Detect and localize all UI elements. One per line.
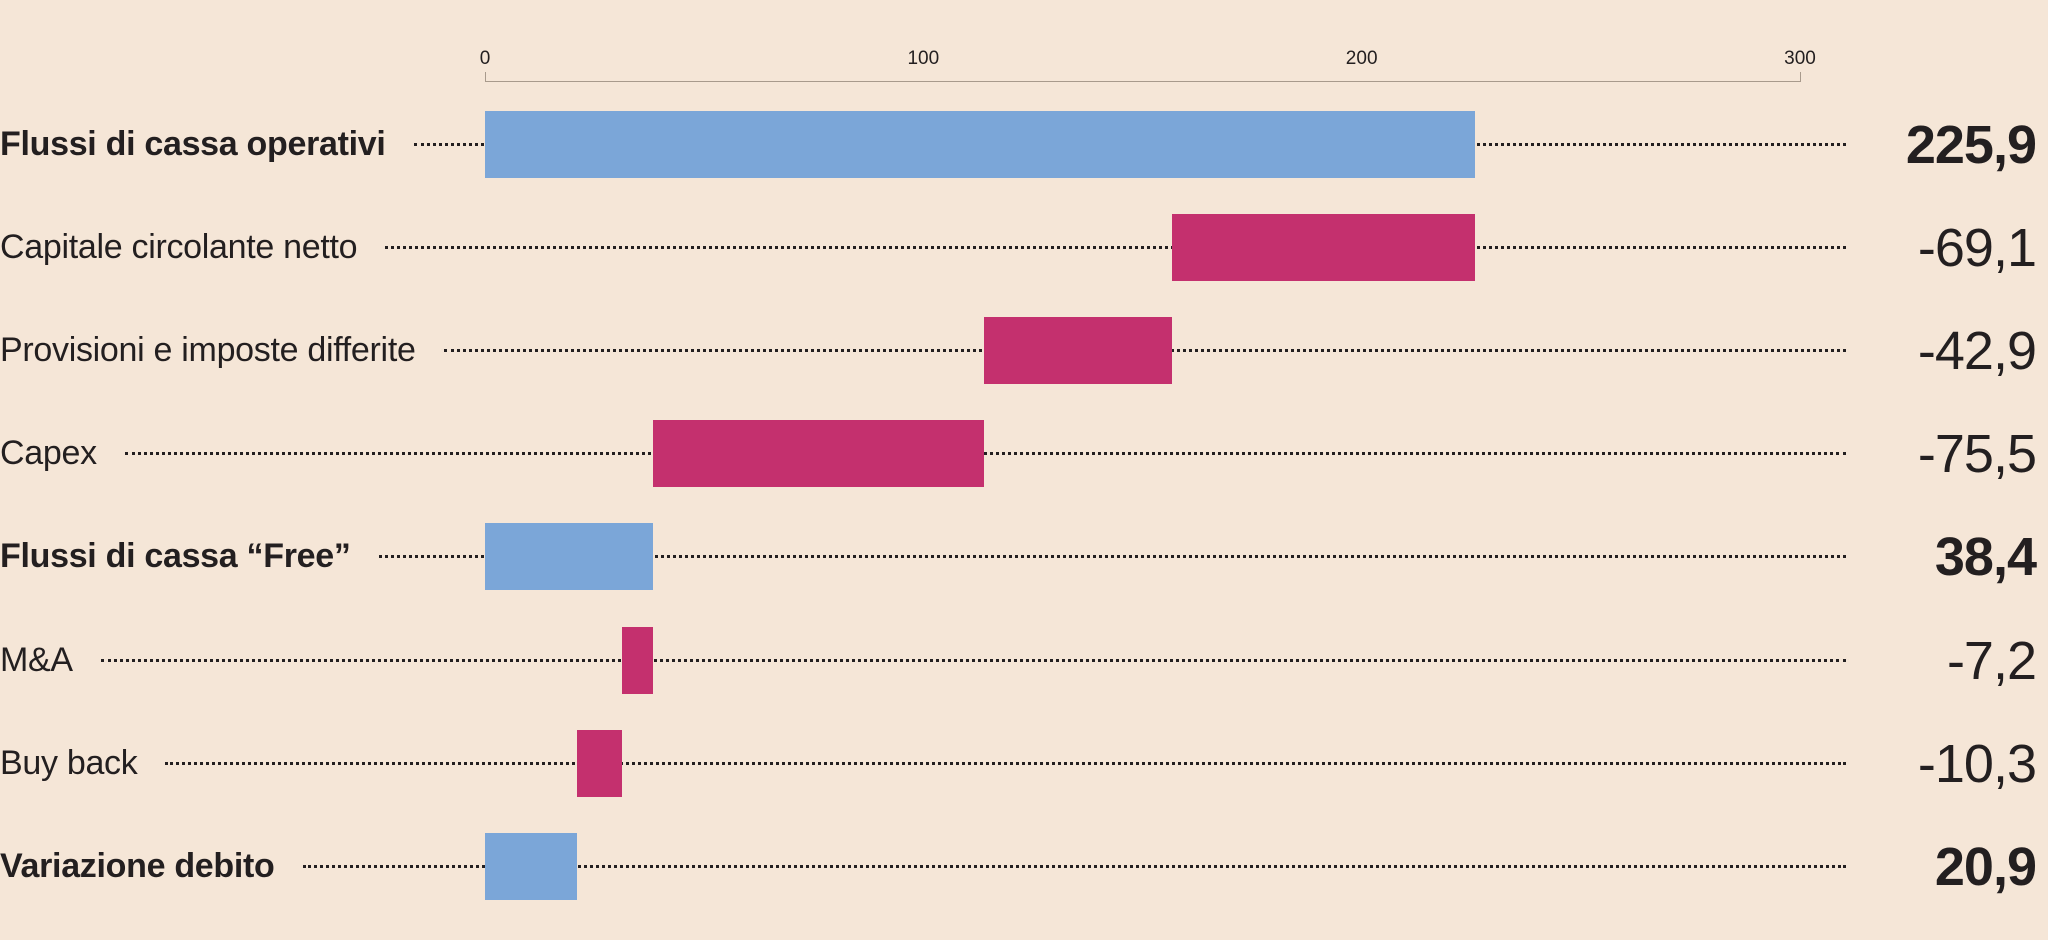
category-label: Provisioni e imposte differite [0, 331, 416, 369]
value-label: 20,9 [1934, 836, 2037, 897]
dotted-leader [385, 246, 1846, 249]
dotted-leader [378, 555, 1846, 558]
total-bar [485, 523, 654, 590]
total-bar [485, 111, 1476, 178]
dotted-leader [124, 452, 1846, 455]
tick-label: 300 [1784, 48, 1816, 69]
category-label: Flussi di cassa operativi [0, 125, 386, 163]
negative-bar [653, 420, 985, 487]
tick-label: 0 [479, 48, 491, 69]
category-label: Capex [0, 434, 97, 472]
tick-label: 100 [907, 48, 940, 69]
chart-row: M&A -7,2 [0, 627, 2037, 694]
category-label: Variazione debito [0, 847, 275, 885]
category-label: Capitale circolante netto [0, 228, 358, 266]
dotted-leader [302, 865, 1846, 868]
tick-label: 200 [1345, 48, 1378, 69]
axis-tick [1800, 72, 1801, 82]
chart-row: Capex -75,5 [0, 420, 2037, 487]
value-label: 225,9 [1905, 114, 2037, 175]
value-label: -7,2 [1946, 630, 2037, 691]
total-bar [485, 833, 577, 900]
value-label: -75,5 [1917, 423, 2037, 484]
value-label: -69,1 [1917, 217, 2037, 278]
chart-row: Capitale circolante netto -69,1 [0, 214, 2037, 281]
chart-row: Buy back -10,3 [0, 730, 2037, 797]
chart-row: Variazione debito 20,9 [0, 833, 2037, 900]
value-label: -10,3 [1917, 733, 2037, 794]
negative-bar [984, 317, 1173, 384]
value-label: -42,9 [1917, 320, 2037, 381]
category-label: Buy back [0, 744, 138, 782]
category-label: Flussi di cassa “Free” [0, 537, 351, 575]
negative-bar [621, 627, 654, 694]
negative-bar [1172, 214, 1476, 281]
category-label: M&A [0, 641, 73, 679]
dotted-leader [165, 762, 1846, 765]
value-label: 38,4 [1934, 526, 2037, 587]
negative-bar [576, 730, 622, 797]
x-axis: 0 100 200 300 [0, 0, 2048, 100]
dotted-leader [100, 659, 1846, 662]
chart-row: Flussi di cassa “Free” 38,4 [0, 523, 2037, 590]
axis-tick [485, 72, 486, 82]
axis-line [485, 81, 1800, 82]
